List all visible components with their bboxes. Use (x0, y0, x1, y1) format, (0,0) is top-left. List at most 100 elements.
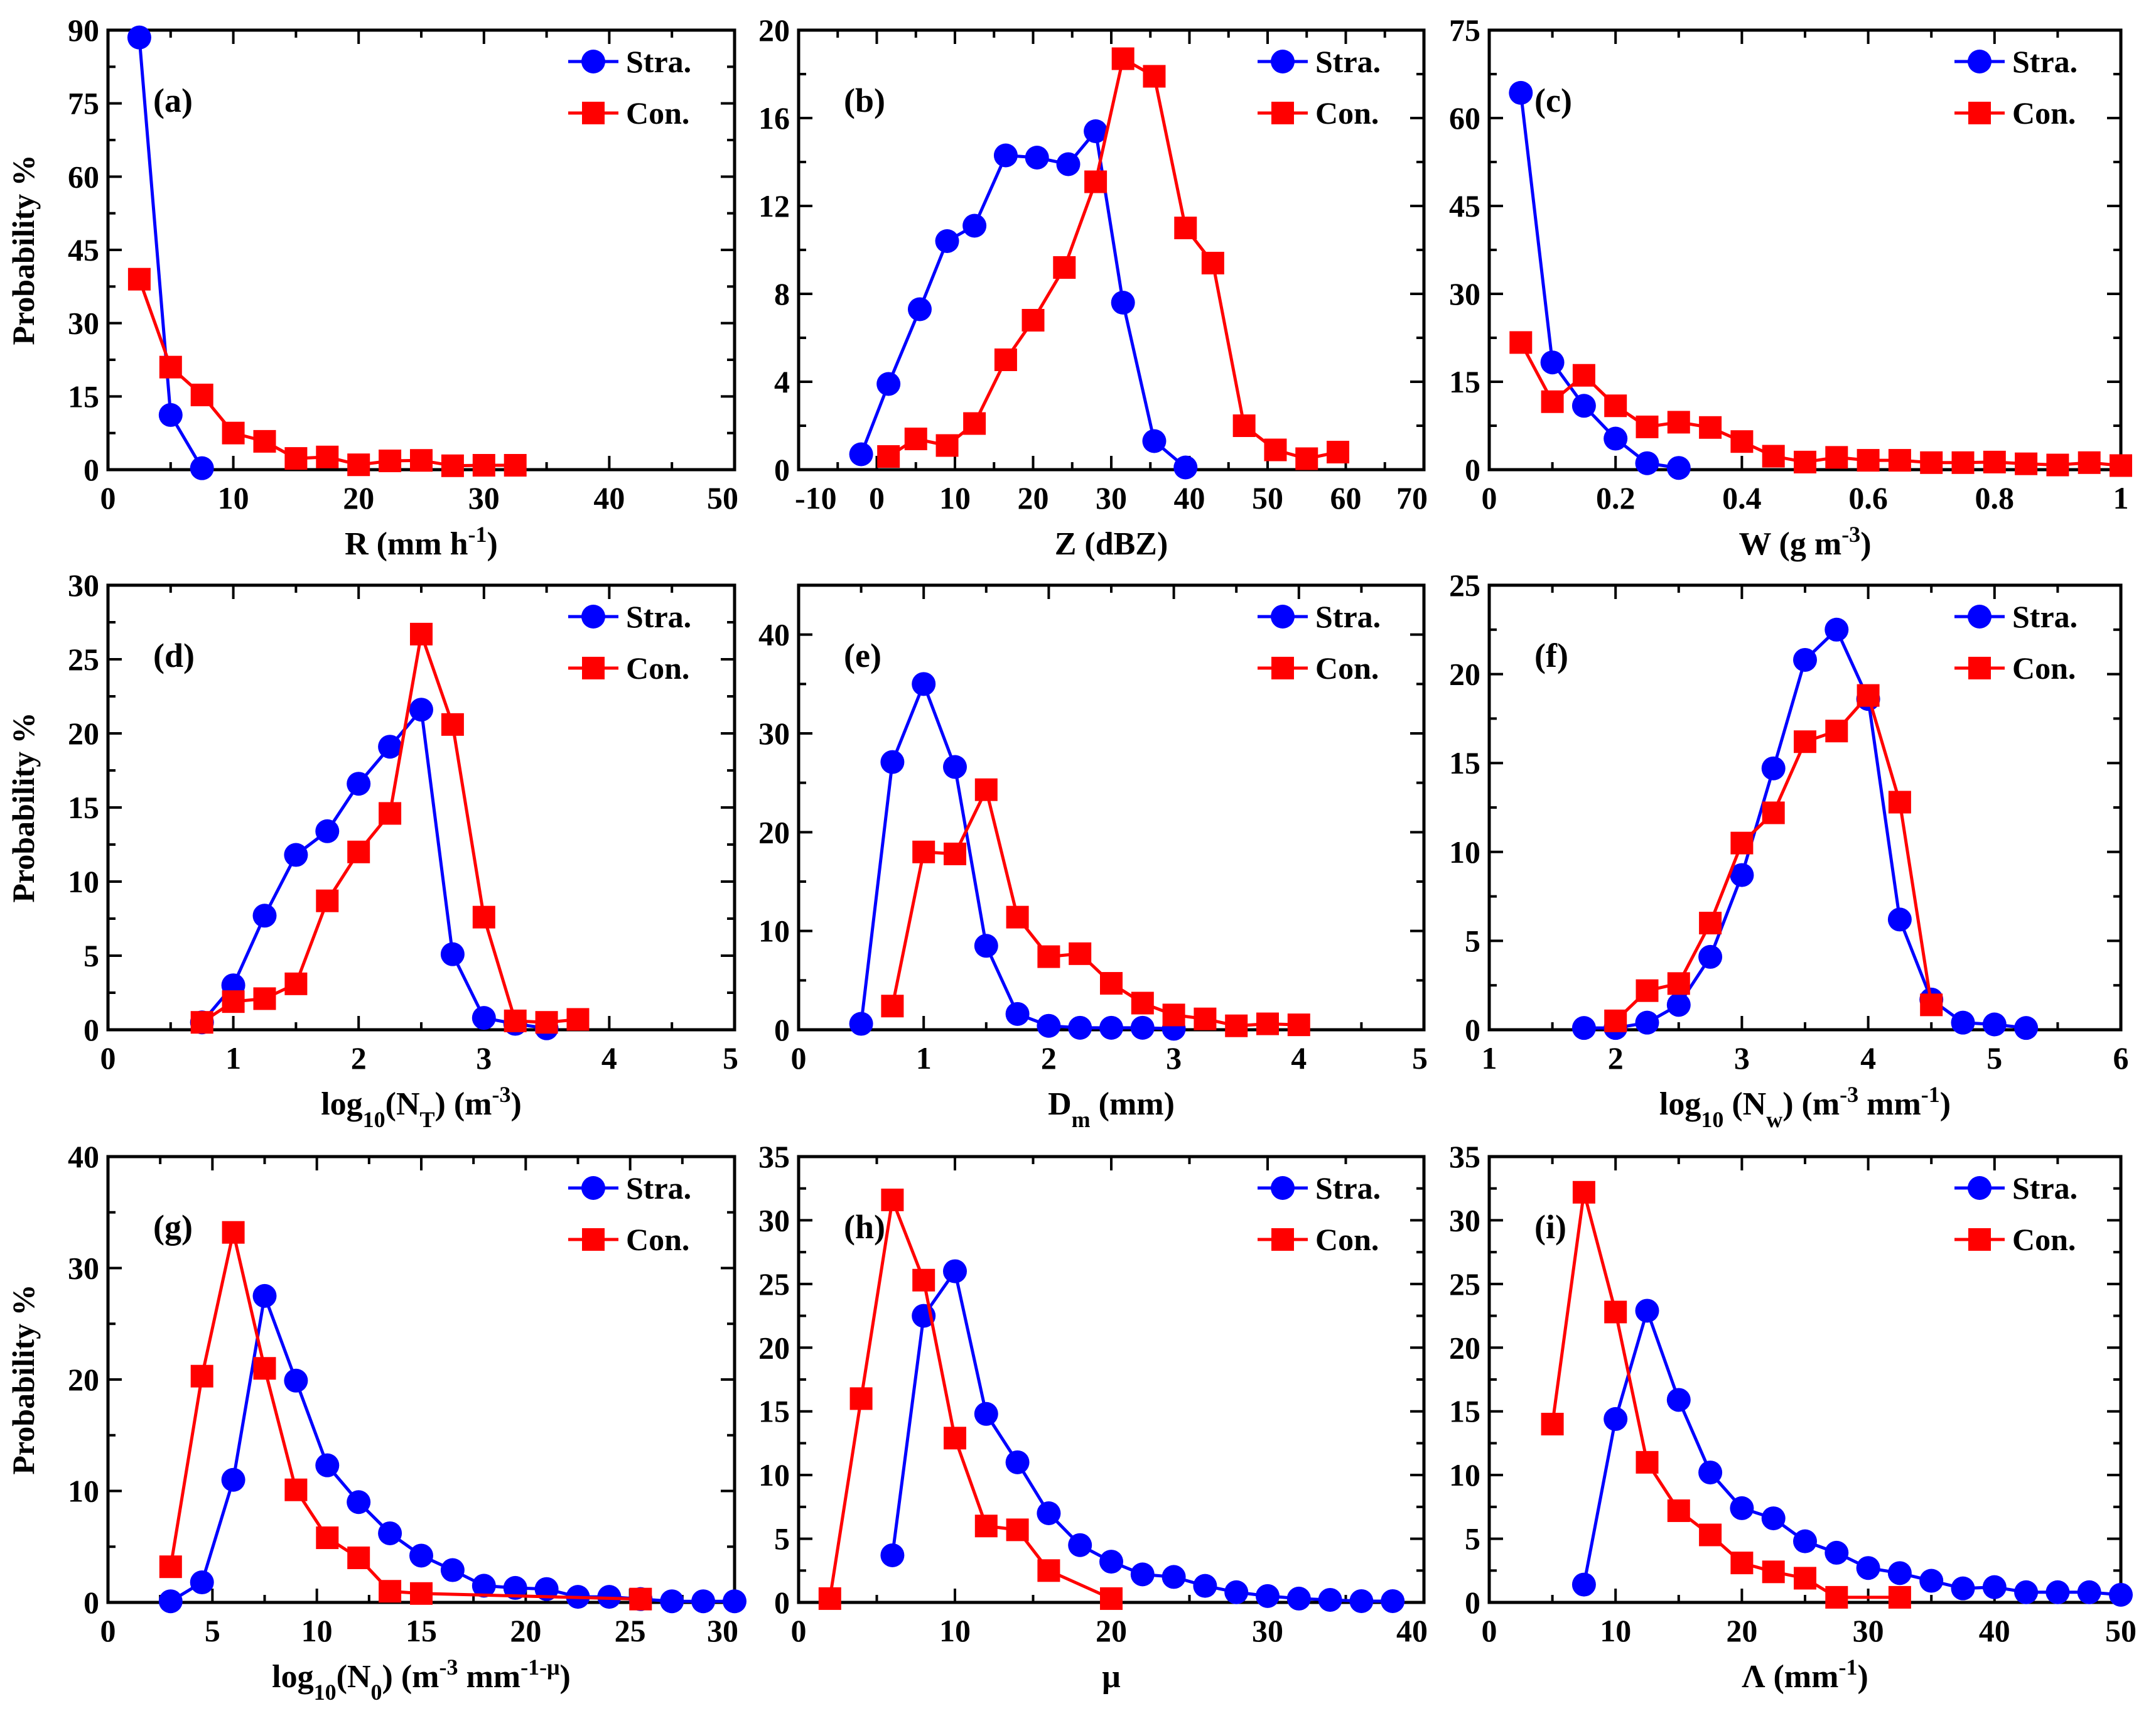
legend-con-label: Con. (1315, 651, 1379, 686)
stra-point (723, 1589, 747, 1614)
stra-point (1730, 863, 1754, 887)
y-tick-label: 5 (84, 938, 99, 973)
stra-line (1583, 627, 2027, 1030)
con-point (1174, 217, 1197, 239)
x-tick-label: 30 (468, 480, 500, 516)
legend-stra-label: Stra. (626, 599, 691, 634)
con-point (1699, 912, 1722, 935)
y-tick-label: 20 (1449, 1330, 1480, 1365)
con-point (1111, 47, 1135, 70)
stra-point (1666, 993, 1691, 1017)
series-group (849, 672, 1310, 1041)
con-point (253, 429, 276, 453)
stra-point (1056, 152, 1081, 176)
y-tick-label: 0 (1465, 452, 1480, 487)
y-tick-label: 0 (774, 1585, 790, 1620)
series-group (1509, 80, 2132, 480)
series-group (1571, 617, 2039, 1040)
y-tick-label: 25 (1449, 1266, 1480, 1302)
y-tick-label: 10 (1449, 1457, 1480, 1493)
stra-point (962, 213, 987, 238)
con-point (410, 622, 433, 645)
stra-point (440, 1558, 465, 1582)
stra-line (860, 127, 1187, 469)
stra-point (190, 1570, 214, 1595)
y-tick-label: 10 (758, 914, 790, 949)
con-point (1730, 831, 1754, 855)
stra-point (1025, 146, 1049, 170)
con-point (1069, 942, 1092, 965)
x-tick-label: 0 (1482, 1613, 1497, 1648)
legend-stra-marker (581, 1176, 605, 1200)
y-tick-label: 35 (758, 1139, 790, 1174)
stra-point (1887, 907, 1912, 932)
con-point (1983, 450, 2006, 473)
x-tick-label: 10 (218, 480, 249, 516)
con-point (190, 1364, 213, 1388)
stra-point (1571, 1572, 1596, 1597)
y-tick-label: 15 (68, 790, 99, 825)
stra-point (2046, 1580, 2070, 1604)
stra-point (876, 372, 901, 396)
x-tick-label: 0.6 (1848, 480, 1888, 516)
con-point (1636, 415, 1659, 438)
y-tick-label: 40 (758, 617, 790, 652)
x-tick-label: 6 (2113, 1040, 2129, 1076)
stra-point (284, 1368, 308, 1393)
y-tick-label: 15 (68, 379, 99, 414)
con-point (1100, 1587, 1123, 1610)
stra-point (1173, 455, 1198, 480)
stra-point (127, 25, 151, 50)
legend-con-marker (1271, 102, 1294, 124)
panel-letter: (h) (844, 1208, 885, 1246)
stra-point (1982, 1575, 2007, 1599)
stra-point (347, 772, 371, 796)
stra-point (935, 229, 959, 253)
con-point (347, 1547, 370, 1569)
con-point (284, 1478, 308, 1501)
y-tick-label: 15 (758, 1394, 790, 1429)
con-point (1541, 1413, 1564, 1435)
x-tick-label: 40 (1396, 1613, 1428, 1648)
legend: Stra. Con. (568, 44, 691, 131)
stra-point (1635, 1010, 1659, 1035)
legend-con-marker (1968, 102, 1991, 124)
con-point (316, 445, 339, 468)
stra-point (1005, 1002, 1030, 1026)
y-tick-label: 20 (68, 1362, 99, 1397)
stra-point (503, 1575, 527, 1600)
stra-point (315, 819, 340, 843)
legend-con-label: Con. (626, 1222, 689, 1257)
y-tick-label: 0 (84, 452, 99, 487)
con-point (1794, 450, 1816, 473)
stra-point (907, 297, 932, 321)
x-tick-label: 0 (100, 1040, 116, 1076)
x-tick-label: 30 (1096, 480, 1127, 516)
stra-point (1635, 1299, 1659, 1323)
con-point (1604, 1300, 1627, 1324)
legend-con-label: Con. (1315, 95, 1379, 131)
stra-line (860, 679, 1174, 1030)
con-point (441, 713, 464, 736)
con-point (1006, 1518, 1029, 1542)
x-tick-label: 4 (1860, 1040, 1876, 1076)
stra-point (1698, 1461, 1723, 1485)
stra-point (1666, 456, 1691, 480)
con-point (1006, 905, 1029, 929)
stra-point (221, 1467, 245, 1492)
con-point (190, 384, 213, 406)
y-tick-label: 10 (68, 1474, 99, 1509)
stra-point (1068, 1533, 1092, 1557)
y-tick-label: 20 (68, 716, 99, 751)
con-point (944, 842, 966, 865)
x-tick-label: 0 (1482, 480, 1497, 516)
stra-point (284, 843, 308, 867)
con-point (974, 1515, 998, 1538)
con-point (347, 453, 370, 477)
x-tick-label: 0 (791, 1040, 807, 1076)
con-point (566, 1008, 590, 1031)
con-point (379, 1580, 402, 1603)
stra-point (1793, 647, 1817, 672)
legend-con-label: Con. (626, 95, 689, 131)
